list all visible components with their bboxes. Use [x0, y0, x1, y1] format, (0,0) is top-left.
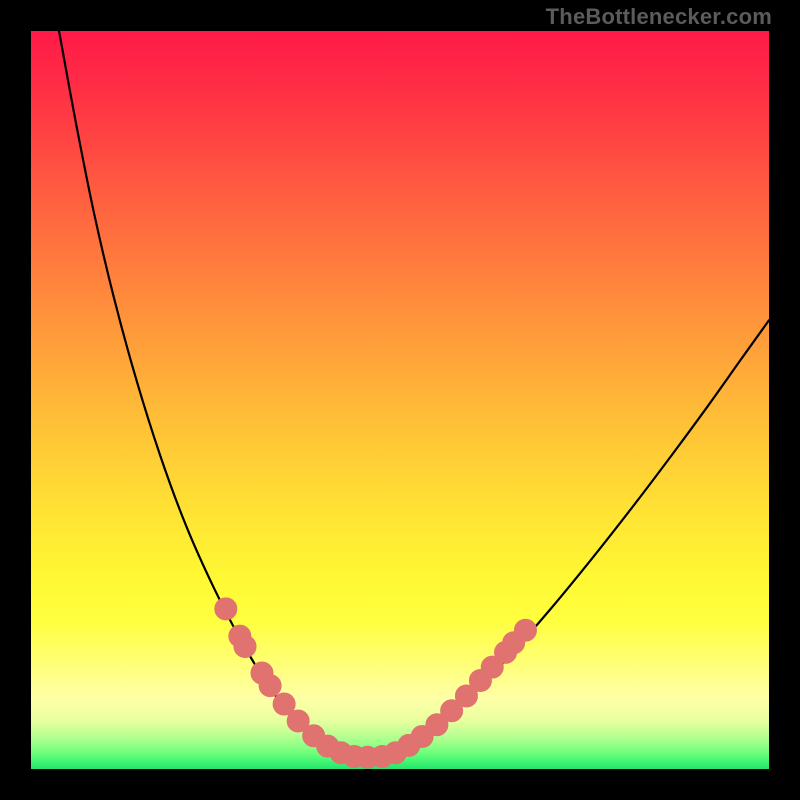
- curve-left-branch: [59, 31, 339, 754]
- plot-area: [31, 31, 769, 769]
- marker-right-11: [514, 619, 536, 641]
- marker-left-4: [259, 675, 281, 697]
- markers-group: [215, 598, 537, 768]
- chart-frame: TheBottlenecker.com: [0, 0, 800, 800]
- curves-group: [59, 31, 769, 757]
- marker-left-2: [234, 635, 256, 657]
- curve-overlay: [31, 31, 769, 769]
- marker-left-0: [215, 598, 237, 620]
- curve-right-branch: [397, 320, 769, 753]
- watermark-text: TheBottlenecker.com: [546, 4, 772, 30]
